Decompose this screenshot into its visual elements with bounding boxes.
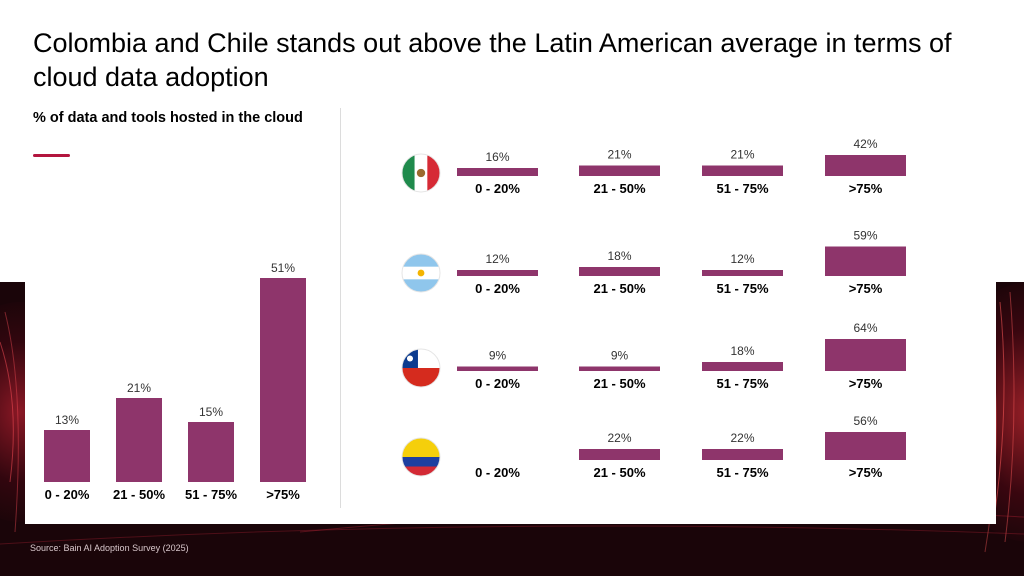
country-category-label: 0 - 20% <box>475 376 520 391</box>
country-category-label: 51 - 75% <box>716 465 768 480</box>
country-bar-3-3 <box>825 432 906 460</box>
country-bar-3-2 <box>702 449 783 460</box>
country-bar-2-2 <box>702 362 783 371</box>
country-bar-value-label: 9% <box>611 349 629 363</box>
country-category-label: 51 - 75% <box>716 376 768 391</box>
left-bar-0 <box>44 430 90 482</box>
divider <box>340 108 341 508</box>
source-note: Source: Bain AI Adoption Survey (2025) <box>30 543 189 553</box>
country-bar-value-label: 9% <box>489 349 507 363</box>
country-category-label: 0 - 20% <box>475 465 520 480</box>
country-bar-value-label: 56% <box>853 414 877 428</box>
country-bar-value-label: 22% <box>730 431 754 445</box>
left-bar-chart: 13% 0 - 20% 21% 21 - 50% 15% 51 - 75% 51% >75% <box>44 261 306 502</box>
left-bar-3 <box>260 278 306 482</box>
country-bar-1-2 <box>702 270 783 276</box>
colombia-flag-icon <box>401 437 441 477</box>
country-category-label: 21 - 50% <box>593 376 645 391</box>
left-category-label: 0 - 20% <box>45 487 90 502</box>
country-bar-value-label: 12% <box>730 252 754 266</box>
country-bar-0-2 <box>702 165 783 176</box>
country-bar-0-3 <box>825 155 906 176</box>
country-bar-2-3 <box>825 339 906 371</box>
country-category-label: 0 - 20% <box>475 281 520 296</box>
chile-flag-icon <box>401 348 441 388</box>
country-bar-value-label: 42% <box>853 137 877 151</box>
mexico-flag-icon <box>401 153 441 193</box>
country-category-label: 21 - 50% <box>593 181 645 196</box>
country-bar-0-0 <box>457 168 538 176</box>
country-bar-1-1 <box>579 267 660 276</box>
country-category-label: >75% <box>849 281 883 296</box>
country-category-label: >75% <box>849 376 883 391</box>
left-bar-value-label: 15% <box>199 405 223 419</box>
country-category-label: 51 - 75% <box>716 181 768 196</box>
country-category-label: 51 - 75% <box>716 281 768 296</box>
left-bar-value-label: 51% <box>271 261 295 275</box>
argentina-flag-icon <box>401 253 441 293</box>
country-bar-value-label: 18% <box>607 249 631 263</box>
left-category-label: 21 - 50% <box>113 487 165 502</box>
country-bar-1-3 <box>825 246 906 276</box>
country-bar-value-label: 18% <box>730 344 754 358</box>
country-bar-value-label: 16% <box>485 150 509 164</box>
country-bar-value-label: 22% <box>607 431 631 445</box>
accent-line <box>33 154 70 157</box>
country-category-label: 21 - 50% <box>593 465 645 480</box>
left-category-label: 51 - 75% <box>185 487 237 502</box>
left-bar-value-label: 13% <box>55 413 79 427</box>
left-chart-subtitle: % of data and tools hosted in the cloud <box>33 110 303 126</box>
left-bar-1 <box>116 398 162 482</box>
left-bar-2 <box>188 422 234 482</box>
country-category-label: 0 - 20% <box>475 181 520 196</box>
left-bar-value-label: 21% <box>127 381 151 395</box>
country-bar-value-label: 64% <box>853 321 877 335</box>
country-category-label: >75% <box>849 465 883 480</box>
country-bar-value-label: 59% <box>853 229 877 243</box>
country-bar-chart: 16% 0 - 20% 21% 21 - 50% 21% 51 - 75% 42% >75% 1… <box>401 137 906 480</box>
country-category-label: >75% <box>849 181 883 196</box>
country-bar-value-label: 21% <box>730 148 754 162</box>
country-bar-value-label: 21% <box>607 148 631 162</box>
country-bar-0-1 <box>579 165 660 176</box>
country-bar-3-1 <box>579 449 660 460</box>
page-title: Colombia and Chile stands out above the … <box>33 28 952 92</box>
country-category-label: 21 - 50% <box>593 281 645 296</box>
country-bar-2-0 <box>457 366 538 371</box>
country-bar-value-label: 12% <box>485 252 509 266</box>
left-category-label: >75% <box>266 487 300 502</box>
country-bar-2-1 <box>579 366 660 371</box>
country-bar-1-0 <box>457 270 538 276</box>
